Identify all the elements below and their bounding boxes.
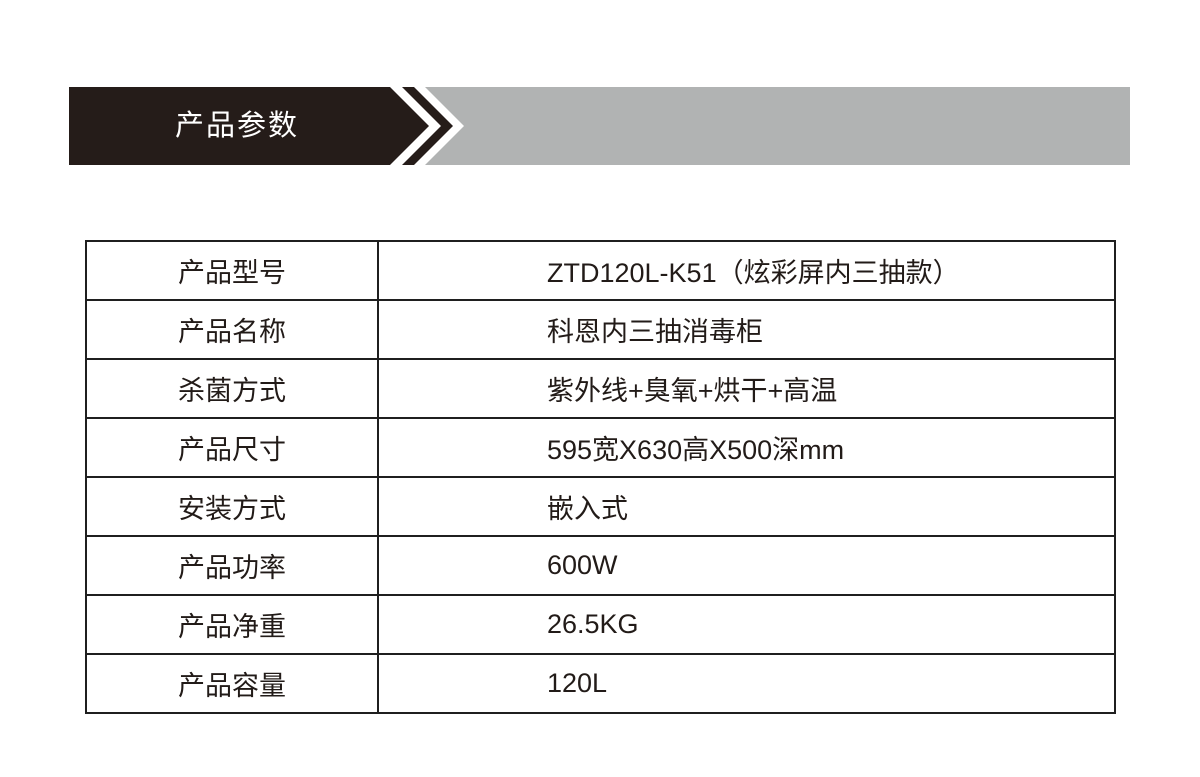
spec-label: 产品名称 <box>85 299 379 360</box>
table-row: 产品功率 600W <box>85 535 1116 596</box>
spec-label: 杀菌方式 <box>85 358 379 419</box>
spec-value: 26.5KG <box>377 594 1116 655</box>
table-row: 产品尺寸 595宽X630高X500深mm <box>85 417 1116 478</box>
spec-label: 产品净重 <box>85 594 379 655</box>
section-header-banner: 产品参数 <box>69 87 1130 165</box>
spec-label: 安装方式 <box>85 476 379 537</box>
table-row: 产品型号 ZTD120L-K51（炫彩屏内三抽款） <box>85 240 1116 301</box>
spec-value: 紫外线+臭氧+烘干+高温 <box>377 358 1116 419</box>
spec-value: 595宽X630高X500深mm <box>377 417 1116 478</box>
table-row: 产品名称 科恩内三抽消毒柜 <box>85 299 1116 360</box>
spec-value: 嵌入式 <box>377 476 1116 537</box>
chevron-right-icon <box>402 87 453 165</box>
table-row: 安装方式 嵌入式 <box>85 476 1116 537</box>
spec-value: 120L <box>377 653 1116 714</box>
table-row: 产品净重 26.5KG <box>85 594 1116 655</box>
spec-table-body: 产品型号 ZTD120L-K51（炫彩屏内三抽款） 产品名称 科恩内三抽消毒柜 … <box>85 240 1116 714</box>
product-spec-table: 产品型号 ZTD120L-K51（炫彩屏内三抽款） 产品名称 科恩内三抽消毒柜 … <box>85 240 1116 714</box>
table-row: 杀菌方式 紫外线+臭氧+烘干+高温 <box>85 358 1116 419</box>
table-row: 产品容量 120L <box>85 653 1116 714</box>
spec-value: 600W <box>377 535 1116 596</box>
spec-label: 产品型号 <box>85 240 379 301</box>
spec-value: ZTD120L-K51（炫彩屏内三抽款） <box>377 240 1116 301</box>
spec-label: 产品容量 <box>85 653 379 714</box>
spec-value: 科恩内三抽消毒柜 <box>377 299 1116 360</box>
spec-label: 产品尺寸 <box>85 417 379 478</box>
section-title: 产品参数 <box>174 110 299 142</box>
banner-arrow-shape <box>69 87 429 165</box>
spec-label: 产品功率 <box>85 535 379 596</box>
banner-graphic <box>69 87 1130 165</box>
gray-bar-shape <box>425 87 1130 165</box>
